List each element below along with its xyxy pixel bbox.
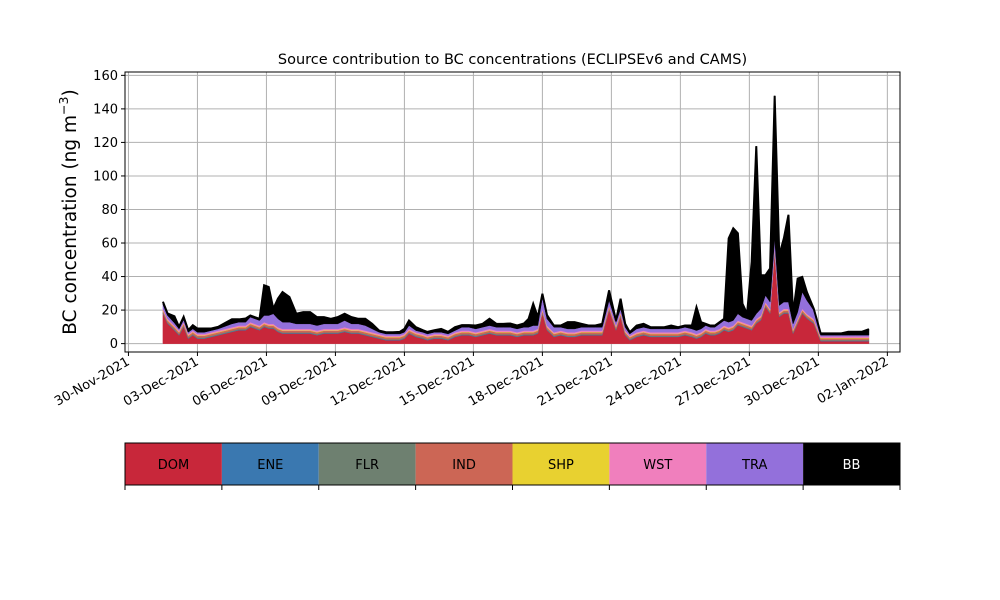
area-bb: [162, 95, 870, 336]
legend-swatch-dom: [125, 443, 222, 485]
y-tick-label: 80: [101, 203, 118, 218]
legend-swatch-ene: [221, 443, 319, 485]
x-tick-label: 21-Dec-2021: [535, 354, 615, 409]
y-axis-label-sup: −3: [56, 97, 71, 115]
total-line: [162, 95, 870, 335]
legend-label: SHP: [548, 458, 574, 473]
x-tick-label: 02-Jan-2022: [815, 354, 892, 407]
legend-label: BB: [843, 458, 861, 473]
chart-title: Source contribution to BC concentrations…: [278, 52, 747, 68]
legend-label: TRA: [741, 458, 767, 473]
legend-swatch-wst: [609, 443, 707, 485]
y-axis-label-close: ): [60, 89, 81, 96]
x-axis: 30-Nov-202103-Dec-202106-Dec-202109-Dec-…: [52, 352, 891, 410]
y-tick-label: 100: [93, 169, 118, 184]
x-tick-label: 12-Dec-2021: [328, 354, 408, 409]
legend-label: IND: [452, 458, 476, 473]
y-tick-label: 120: [93, 136, 118, 151]
x-tick-label: 18-Dec-2021: [466, 354, 546, 409]
legend-swatch-shp: [512, 443, 610, 485]
x-tick-label: 30-Nov-2021: [52, 354, 132, 409]
legend-swatch-ind: [415, 443, 513, 485]
x-tick-label: 30-Dec-2021: [742, 354, 822, 409]
y-tick-label: 60: [101, 237, 118, 252]
legend-swatch-bb: [803, 443, 900, 485]
x-tick-label: 06-Dec-2021: [190, 354, 270, 409]
legend-label: ENE: [257, 458, 283, 473]
legend-label: WST: [643, 458, 672, 473]
grid: [125, 72, 900, 352]
legend-swatch-tra: [706, 443, 804, 485]
x-tick-label: 15-Dec-2021: [397, 354, 477, 409]
x-tick-label: 24-Dec-2021: [604, 354, 684, 409]
y-tick-label: 160: [93, 69, 118, 84]
y-tick-label: 0: [110, 337, 118, 352]
stacked-areas: [162, 95, 870, 344]
legend-colorbar: DOM ENE FLR IND SHP WST TRA BB: [124, 442, 901, 490]
y-tick-label: 40: [101, 270, 118, 285]
y-axis: 0 20 40 60 80 100 120 140 160: [93, 69, 125, 352]
legend-label: DOM: [158, 458, 189, 473]
y-axis-label-main: BC concentration (ng m: [60, 115, 81, 335]
legend-swatch-flr: [318, 443, 416, 485]
y-tick-label: 20: [101, 304, 118, 319]
x-tick-label: 09-Dec-2021: [259, 354, 339, 409]
y-tick-label: 140: [93, 102, 118, 117]
legend-label: FLR: [355, 458, 379, 473]
x-tick-label: 03-Dec-2021: [121, 354, 201, 409]
y-axis-label: BC concentration (ng m−3): [56, 89, 81, 334]
x-tick-label: 27-Dec-2021: [673, 354, 753, 409]
plot-frame: [124, 71, 901, 353]
